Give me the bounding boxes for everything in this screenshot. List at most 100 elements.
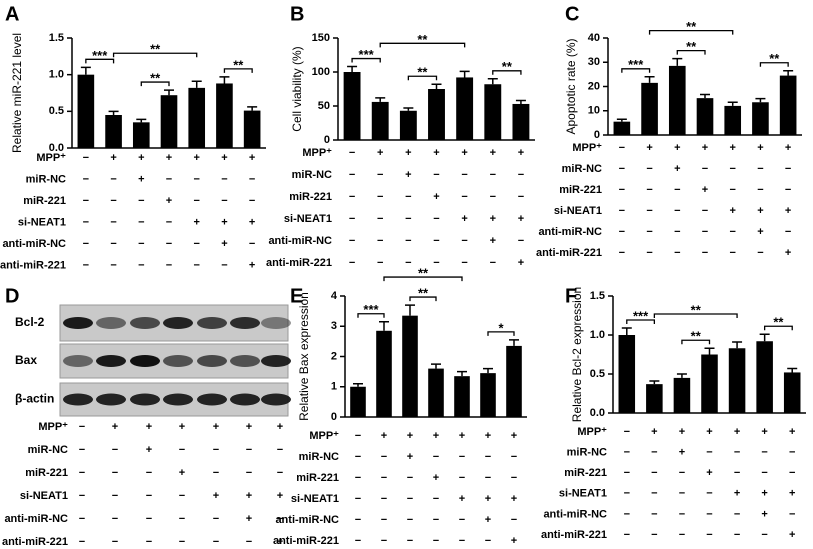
row-mark: −: [79, 490, 85, 502]
row-mark: −: [349, 213, 355, 225]
row-mark: +: [785, 205, 791, 217]
y-axis-label: Relative miR-221 level: [10, 33, 24, 153]
error-bar: [755, 97, 766, 103]
row-mark: +: [789, 529, 795, 541]
panel-label: E: [290, 285, 303, 307]
row-mark: −: [757, 247, 763, 259]
row-mark: +: [706, 467, 712, 479]
row-mark: +: [485, 493, 491, 505]
row-mark: +: [734, 426, 740, 438]
row-label: anti-miR-221: [266, 257, 332, 269]
row-mark: +: [757, 226, 763, 238]
row-mark: −: [213, 513, 219, 525]
error-bar: [672, 57, 683, 66]
row-label: MPP⁺: [302, 147, 332, 159]
row-label: miR-NC: [567, 447, 607, 459]
bar: [243, 110, 261, 148]
row-mark: +: [246, 490, 252, 502]
row-mark: −: [433, 169, 439, 181]
significance-bracket: [763, 325, 793, 331]
bar: [428, 368, 444, 417]
row-mark: −: [79, 444, 85, 456]
row-mark: +: [146, 444, 152, 456]
row-mark: +: [277, 421, 283, 433]
row-mark: −: [757, 184, 763, 196]
bar: [343, 72, 361, 140]
blot-band: [197, 317, 227, 329]
row-mark: −: [433, 235, 439, 247]
row-label: MPP⁺: [572, 142, 602, 154]
row-mark: −: [381, 514, 387, 526]
significance-bracket: [759, 62, 789, 67]
row-mark: +: [166, 152, 172, 164]
blot-band: [163, 393, 193, 406]
bar: [480, 373, 496, 417]
bar: [756, 341, 773, 413]
row-mark: −: [646, 247, 652, 259]
error-bar: [616, 118, 627, 122]
row-mark: −: [624, 488, 630, 500]
row-mark: +: [213, 490, 219, 502]
row-mark: −: [789, 508, 795, 520]
row-mark: +: [166, 195, 172, 207]
significance-bracket: [357, 313, 385, 318]
blot-band: [96, 317, 126, 329]
row-mark: +: [490, 235, 496, 247]
y-tick-label: 1: [331, 381, 337, 393]
blot-band: [230, 317, 260, 329]
y-tick-label: 0: [594, 129, 600, 141]
row-mark: +: [433, 147, 439, 159]
panel-label: D: [5, 285, 19, 307]
error-bar: [727, 101, 738, 106]
row-mark: −: [355, 535, 361, 547]
row-label: anti-miR-NC: [275, 514, 339, 526]
row-mark: −: [355, 451, 361, 463]
row-mark: +: [674, 163, 680, 175]
significance-bracket: [409, 296, 437, 302]
row-mark: −: [221, 173, 227, 185]
row-mark: +: [407, 451, 413, 463]
row-mark: −: [490, 191, 496, 203]
row-label: miR-NC: [26, 173, 66, 185]
row-mark: −: [193, 259, 199, 271]
row-mark: −: [433, 535, 439, 547]
row-mark: −: [646, 226, 652, 238]
significance-label: ***: [92, 48, 108, 63]
row-mark: −: [83, 238, 89, 250]
row-mark: +: [407, 430, 413, 442]
significance-label: **: [233, 57, 244, 72]
row-mark: −: [706, 529, 712, 541]
row-mark: −: [112, 444, 118, 456]
row-mark: −: [729, 247, 735, 259]
row-mark: +: [179, 421, 185, 433]
y-tick-label: 0.5: [49, 105, 64, 117]
row-mark: −: [651, 447, 657, 459]
row-mark: +: [646, 142, 652, 154]
row-mark: −: [193, 238, 199, 250]
row-label: miR-221: [289, 191, 332, 203]
band-label: Bcl-2: [15, 315, 45, 329]
error-bar: [431, 83, 442, 89]
row-mark: −: [433, 493, 439, 505]
blot-band: [130, 393, 160, 406]
row-mark: +: [679, 447, 685, 459]
row-mark: −: [138, 216, 144, 228]
blot-band: [197, 393, 227, 406]
row-mark: +: [459, 430, 465, 442]
blot-band: [130, 355, 160, 367]
row-label: miR-221: [25, 467, 68, 479]
error-bar: [353, 382, 363, 387]
bar: [371, 101, 389, 140]
row-mark: −: [166, 238, 172, 250]
row-mark: −: [138, 238, 144, 250]
row-mark: +: [702, 184, 708, 196]
error-bar: [700, 93, 710, 99]
significance-bracket: [648, 29, 734, 35]
bar: [376, 330, 392, 417]
significance-bracket: [487, 331, 515, 336]
blot-band: [96, 393, 126, 406]
row-label: anti-miR-NC: [543, 508, 607, 520]
row-mark: +: [221, 238, 227, 250]
row-mark: −: [518, 235, 524, 247]
row-mark: −: [624, 426, 630, 438]
